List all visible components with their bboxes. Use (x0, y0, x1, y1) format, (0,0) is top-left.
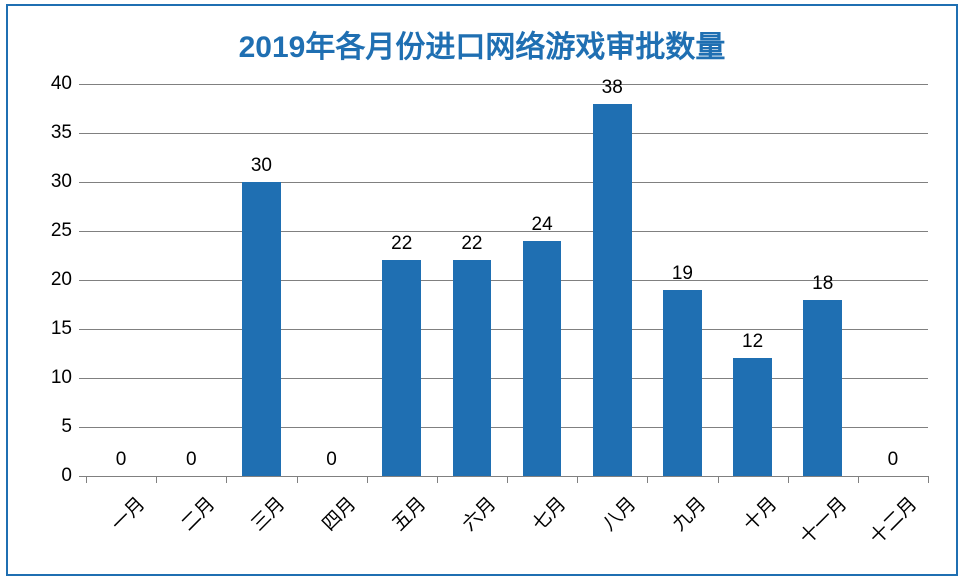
bar (803, 300, 842, 476)
bar-value-label: 0 (91, 449, 151, 471)
bar-value-label: 18 (793, 273, 853, 295)
gridline (86, 329, 928, 330)
bar-value-label: 30 (231, 155, 291, 177)
gridline (86, 133, 928, 134)
y-tick (79, 476, 86, 477)
y-tick-label: 20 (22, 269, 72, 291)
x-tick (156, 476, 157, 483)
y-tick (79, 427, 86, 428)
y-tick-label: 25 (22, 220, 72, 242)
y-tick-label: 10 (22, 367, 72, 389)
bar (593, 104, 632, 476)
bar-value-label: 38 (582, 77, 642, 99)
bar-value-label: 24 (512, 214, 572, 236)
x-tick (788, 476, 789, 483)
bar-value-label: 0 (302, 449, 362, 471)
bar (663, 290, 702, 476)
x-tick (507, 476, 508, 483)
x-tick (367, 476, 368, 483)
gridline (86, 231, 928, 232)
x-tick (437, 476, 438, 483)
x-tick (86, 476, 87, 483)
y-tick (79, 182, 86, 183)
y-tick (79, 84, 86, 85)
bar (242, 182, 281, 476)
x-tick (647, 476, 648, 483)
chart-plot-area: 05101520253035400一月0二月30三月0四月22五月22六月24七… (86, 84, 928, 476)
bar (523, 241, 562, 476)
gridline (86, 182, 928, 183)
x-tick (297, 476, 298, 483)
y-tick-label: 40 (22, 73, 72, 95)
x-tick (718, 476, 719, 483)
bar-value-label: 22 (442, 233, 502, 255)
x-tick (928, 476, 929, 483)
bar-value-label: 12 (723, 331, 783, 353)
chart-title: 2019年各月份进口网络游戏审批数量 (8, 22, 956, 66)
bar (733, 358, 772, 476)
y-tick-label: 35 (22, 122, 72, 144)
gridline (86, 378, 928, 379)
gridline (86, 84, 928, 85)
y-tick (79, 378, 86, 379)
x-tick (577, 476, 578, 483)
bar-value-label: 0 (161, 449, 221, 471)
chart-frame: 2019年各月份进口网络游戏审批数量 05101520253035400一月0二… (6, 4, 958, 576)
gridline (86, 427, 928, 428)
bar (382, 260, 421, 476)
bar-value-label: 22 (372, 233, 432, 255)
x-tick (226, 476, 227, 483)
y-tick-label: 0 (22, 465, 72, 487)
y-tick (79, 280, 86, 281)
y-tick (79, 231, 86, 232)
y-tick (79, 133, 86, 134)
x-tick (858, 476, 859, 483)
y-tick-label: 5 (22, 416, 72, 438)
bar-value-label: 0 (863, 449, 923, 471)
y-tick-label: 15 (22, 318, 72, 340)
y-tick (79, 329, 86, 330)
y-tick-label: 30 (22, 171, 72, 193)
bar (453, 260, 492, 476)
bar-value-label: 19 (652, 263, 712, 285)
